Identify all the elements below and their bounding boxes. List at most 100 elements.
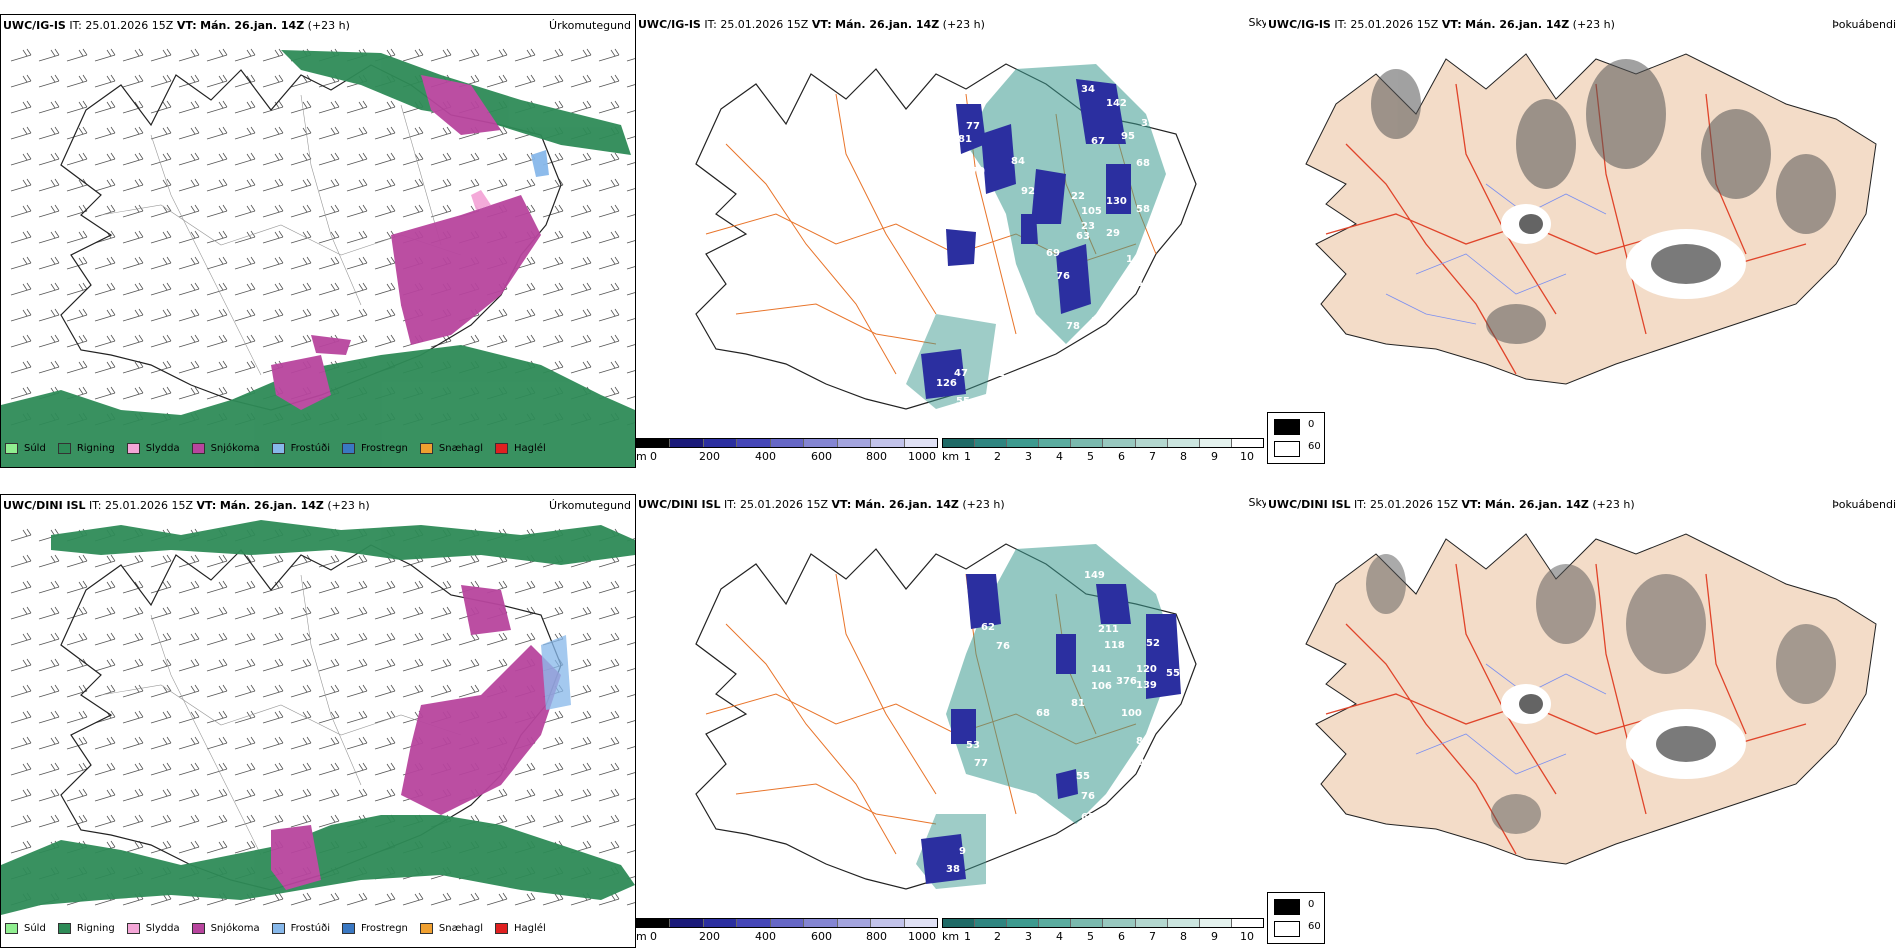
wind-barb xyxy=(570,334,592,348)
wind-barb xyxy=(262,736,284,750)
wind-barb xyxy=(10,554,32,568)
wind-barb xyxy=(262,126,284,140)
wind-barb xyxy=(122,632,144,646)
wind-barb xyxy=(542,204,564,218)
wind-barb xyxy=(178,334,200,348)
wind-barb xyxy=(10,762,32,776)
wind-barb xyxy=(374,282,396,296)
wind-barb xyxy=(10,386,32,400)
legend-frostregn: Frostregn xyxy=(342,443,408,454)
wind-barb xyxy=(486,48,508,62)
ceiling-value-label: 70 xyxy=(971,166,985,177)
wind-barb xyxy=(94,126,116,140)
wind-barb xyxy=(38,554,60,568)
wind-barb xyxy=(542,282,564,296)
wind-barb xyxy=(402,658,424,672)
wind-barb xyxy=(598,48,620,62)
wind-barb xyxy=(486,74,508,88)
wind-barb xyxy=(38,788,60,802)
wind-barb xyxy=(10,48,32,62)
fog-map-bottom xyxy=(1305,533,1877,865)
wind-barb xyxy=(430,178,452,192)
wind-barb xyxy=(122,48,144,62)
wind-barb xyxy=(94,204,116,218)
wind-barb xyxy=(262,892,284,906)
wind-barb xyxy=(234,178,256,192)
ceiling-value-label: 23 xyxy=(1081,221,1095,232)
ceiling-value-label: 140 xyxy=(1126,254,1147,265)
wind-barb xyxy=(626,564,635,568)
wind-barb xyxy=(514,892,536,906)
wind-barb xyxy=(10,334,32,348)
legend-frostregn: Frostregn xyxy=(342,923,408,934)
wind-barb xyxy=(234,840,256,854)
wind-barb xyxy=(290,892,312,906)
wind-barb xyxy=(262,658,284,672)
legend-rigning: Rigning xyxy=(57,443,115,454)
wind-barb xyxy=(178,204,200,218)
ceiling-value-label: 100 xyxy=(1121,708,1142,719)
wind-barb xyxy=(10,788,32,802)
wind-barb xyxy=(150,126,172,140)
legend-snaehagl: Snæhagl xyxy=(419,923,483,934)
wind-barb xyxy=(626,240,635,244)
wind-barb xyxy=(66,230,88,244)
wind-barb xyxy=(178,230,200,244)
wind-barb xyxy=(122,152,144,166)
wind-barb xyxy=(626,902,635,906)
precip-title-top: UWC/IG-IS IT: 25.01.2026 15Z VT: Mán. 26… xyxy=(3,19,350,32)
wind-barb xyxy=(290,74,312,88)
wind-barb xyxy=(206,178,228,192)
wind-barb xyxy=(178,554,200,568)
wind-barb xyxy=(570,736,592,750)
wind-barb xyxy=(290,282,312,296)
precip-product-bottom: Úrkomutegund xyxy=(549,499,631,512)
ceiling-value-label: 89 xyxy=(1136,736,1150,747)
wind-barb xyxy=(206,684,228,698)
wind-barb xyxy=(66,658,88,672)
ceiling-value-label: 82 xyxy=(991,368,1005,379)
wind-barb xyxy=(66,126,88,140)
wind-barb xyxy=(206,308,228,322)
wind-barb xyxy=(514,580,536,594)
wind-barb xyxy=(150,606,172,620)
wind-barb xyxy=(346,606,368,620)
wind-barb xyxy=(570,580,592,594)
ceiling-value-label: 86 xyxy=(1136,278,1150,289)
wind-barb xyxy=(542,710,564,724)
wind-barb xyxy=(206,256,228,270)
wind-barb xyxy=(402,126,424,140)
ceiling-value-label: 120 xyxy=(1136,664,1157,675)
wind-barb xyxy=(318,204,340,218)
wind-barb xyxy=(262,48,284,62)
wind-barb xyxy=(262,178,284,192)
wind-barb xyxy=(262,204,284,218)
wind-barb xyxy=(10,606,32,620)
wind-barb xyxy=(346,204,368,218)
wind-barb xyxy=(206,658,228,672)
wind-barb xyxy=(486,178,508,192)
ceiling-value-label: 76 xyxy=(1081,791,1095,802)
wind-barb xyxy=(486,892,508,906)
ceiling-value-label: 69 xyxy=(1046,248,1060,259)
wind-barb xyxy=(402,632,424,646)
wind-barb xyxy=(570,632,592,646)
wind-barb xyxy=(94,554,116,568)
wind-barb xyxy=(374,762,396,776)
fog-product-bottom: Þokuábendi xyxy=(1832,498,1896,511)
wind-barb xyxy=(150,334,172,348)
wind-barb xyxy=(626,266,635,270)
wind-barb xyxy=(178,126,200,140)
wind-barb xyxy=(374,256,396,270)
wind-barb xyxy=(38,606,60,620)
wind-barb xyxy=(598,606,620,620)
wind-barb xyxy=(486,632,508,646)
wind-barb xyxy=(542,606,564,620)
wind-barb xyxy=(234,100,256,114)
ceiling-value-label: 78 xyxy=(1066,321,1080,332)
wind-barb xyxy=(178,152,200,166)
wind-barb xyxy=(598,178,620,192)
wind-barb xyxy=(486,334,508,348)
ceiling-value-label: 77 xyxy=(974,758,988,769)
wind-barb xyxy=(66,74,88,88)
